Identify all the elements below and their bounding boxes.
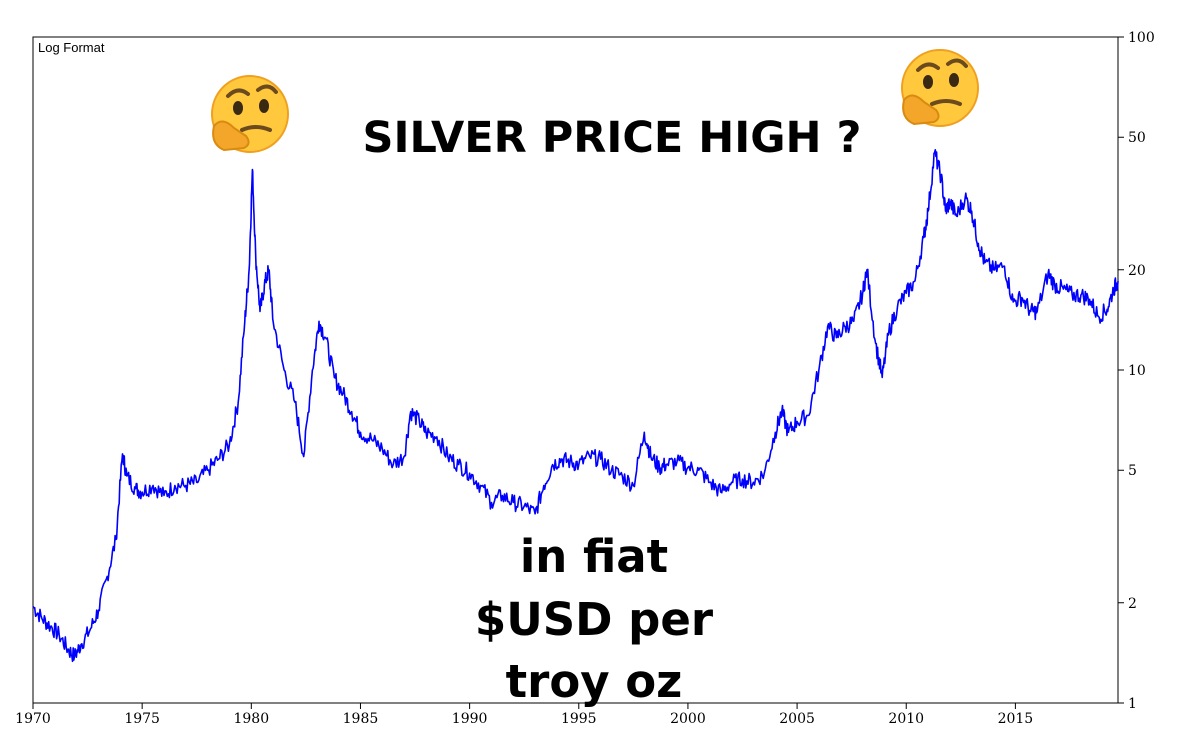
x-tick-label: 1980 <box>233 711 269 727</box>
y-tick-label: 100 <box>1128 30 1155 46</box>
x-tick-label: 2005 <box>779 711 815 727</box>
price-line <box>32 149 1119 663</box>
plot-frame <box>32 36 1119 704</box>
x-tick-label: 2000 <box>670 711 706 727</box>
x-tick-label: 2010 <box>888 711 924 727</box>
y-tick-label: 5 <box>1128 463 1137 479</box>
annotation-line-1: in fiat <box>520 530 668 583</box>
format-label: Log Format <box>38 40 105 55</box>
x-tick-label: 2015 <box>998 711 1034 727</box>
thinking-face-icon <box>901 49 979 127</box>
y-tick-label: 2 <box>1128 596 1137 612</box>
annotation-line-3: troy oz <box>506 655 683 708</box>
x-axis-ticks: 1970 1975 1980 1985 1990 1995 2000 2005 2010 2015 <box>15 703 1033 727</box>
x-tick-label: 1985 <box>343 711 379 727</box>
x-tick-label: 1995 <box>561 711 597 727</box>
y-tick-label: 20 <box>1128 263 1146 279</box>
y-tick-label: 1 <box>1128 696 1137 712</box>
thinking-face-icon <box>211 75 289 153</box>
price-series <box>32 149 1119 663</box>
x-tick-label: 1970 <box>15 711 51 727</box>
y-tick-label: 10 <box>1128 363 1146 379</box>
x-tick-label: 1990 <box>452 711 488 727</box>
y-axis-ticks: 1 2 5 10 20 50 100 <box>1118 30 1155 712</box>
annotation-line-2: $USD per <box>475 593 714 646</box>
y-tick-label: 50 <box>1128 130 1146 146</box>
x-tick-label: 1975 <box>124 711 160 727</box>
chart-title: SILVER PRICE HIGH ? <box>363 113 862 163</box>
